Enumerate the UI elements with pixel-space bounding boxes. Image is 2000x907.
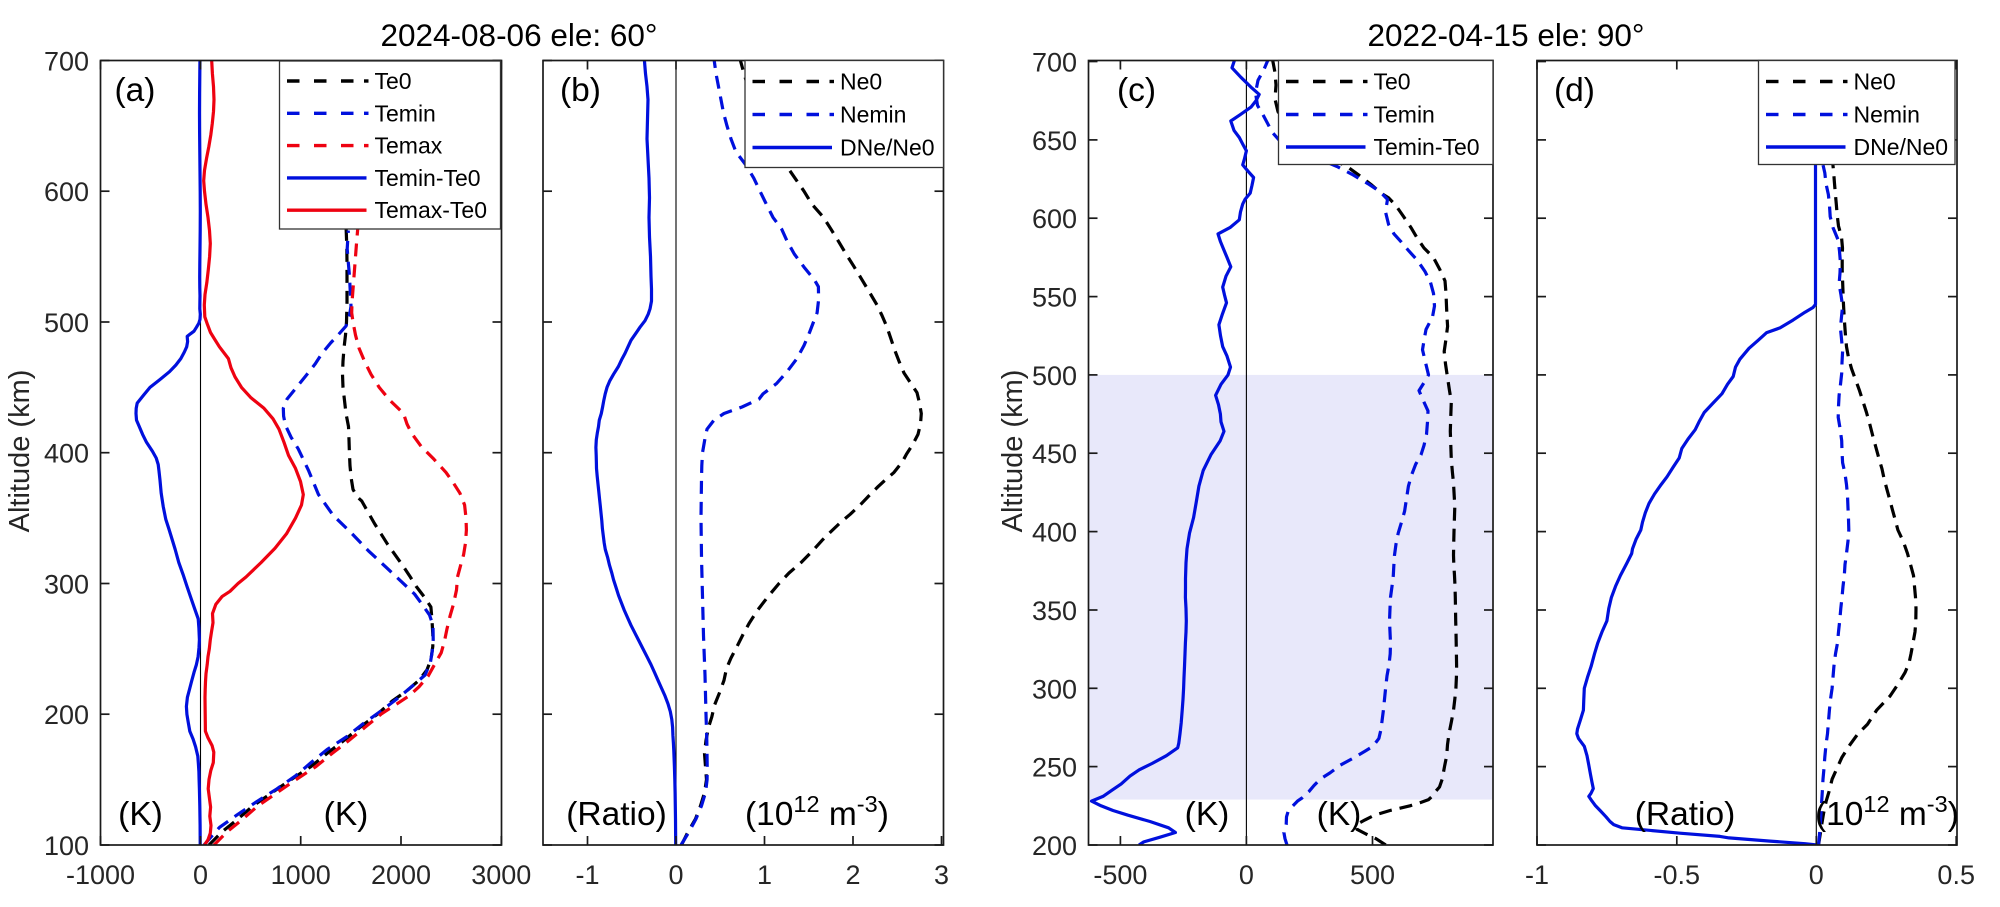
svg-text:2000: 2000	[371, 860, 431, 890]
svg-text:350: 350	[1032, 596, 1077, 626]
svg-text:(K): (K)	[118, 796, 163, 833]
svg-text:700: 700	[44, 47, 89, 77]
svg-text:DNe/Ne0: DNe/Ne0	[840, 135, 935, 161]
svg-text:(K): (K)	[1185, 796, 1230, 833]
svg-text:2022-04-15 ele: 90°: 2022-04-15 ele: 90°	[1367, 17, 1644, 53]
svg-text:2024-08-06 ele: 60°: 2024-08-06 ele: 60°	[380, 17, 657, 53]
svg-text:200: 200	[1032, 831, 1077, 861]
svg-text:3000: 3000	[471, 860, 531, 890]
svg-text:0: 0	[668, 860, 683, 890]
svg-text:300: 300	[44, 570, 89, 600]
svg-text:3: 3	[934, 860, 949, 890]
svg-text:(K): (K)	[1317, 796, 1362, 833]
svg-text:-1: -1	[575, 860, 599, 890]
svg-text:250: 250	[1032, 753, 1077, 783]
svg-text:-1000: -1000	[66, 860, 135, 890]
svg-text:400: 400	[1032, 518, 1077, 548]
svg-text:500: 500	[1032, 361, 1077, 391]
svg-text:1: 1	[757, 860, 772, 890]
svg-text:200: 200	[44, 700, 89, 730]
svg-text:500: 500	[1350, 860, 1395, 890]
svg-text:Temin-Te0: Temin-Te0	[375, 165, 481, 191]
svg-text:Temin: Temin	[375, 100, 436, 126]
svg-text:300: 300	[1032, 674, 1077, 704]
svg-text:(a): (a)	[115, 72, 156, 109]
svg-text:Altitude (km): Altitude (km)	[4, 370, 36, 533]
svg-text:100: 100	[44, 831, 89, 861]
svg-text:-0.5: -0.5	[1654, 860, 1701, 890]
svg-text:1000: 1000	[271, 860, 331, 890]
svg-text:2: 2	[845, 860, 860, 890]
svg-text:DNe/Ne0: DNe/Ne0	[1854, 134, 1949, 160]
svg-text:450: 450	[1032, 439, 1077, 469]
svg-text:Te0: Te0	[375, 68, 412, 94]
svg-text:Altitude (km): Altitude (km)	[997, 370, 1029, 533]
svg-text:400: 400	[44, 439, 89, 469]
svg-text:(b): (b)	[560, 72, 601, 109]
svg-text:(Ratio): (Ratio)	[1635, 796, 1736, 833]
svg-text:(K): (K)	[324, 796, 369, 833]
svg-text:0: 0	[1239, 860, 1254, 890]
svg-text:(c): (c)	[1117, 72, 1156, 109]
svg-text:(Ratio): (Ratio)	[566, 796, 667, 833]
svg-text:0.5: 0.5	[1937, 860, 1975, 890]
svg-text:600: 600	[44, 177, 89, 207]
svg-text:Nemin: Nemin	[1854, 102, 1920, 128]
svg-text:0: 0	[193, 860, 208, 890]
svg-text:600: 600	[1032, 204, 1077, 234]
svg-text:Te0: Te0	[1374, 69, 1411, 95]
svg-text:500: 500	[44, 308, 89, 338]
svg-text:Temin: Temin	[1374, 102, 1435, 128]
svg-text:0: 0	[1809, 860, 1824, 890]
svg-text:Temax-Te0: Temax-Te0	[375, 197, 487, 223]
svg-text:-1: -1	[1525, 860, 1549, 890]
svg-text:700: 700	[1032, 48, 1077, 78]
svg-text:-500: -500	[1093, 860, 1147, 890]
svg-text:Nemin: Nemin	[840, 102, 906, 128]
svg-text:Temax: Temax	[375, 133, 443, 159]
svg-text:Temin-Te0: Temin-Te0	[1374, 134, 1480, 160]
svg-text:Ne0: Ne0	[1854, 69, 1896, 95]
svg-text:650: 650	[1032, 126, 1077, 156]
svg-text:Ne0: Ne0	[840, 69, 882, 95]
svg-text:550: 550	[1032, 283, 1077, 313]
svg-text:(d): (d)	[1554, 72, 1595, 109]
